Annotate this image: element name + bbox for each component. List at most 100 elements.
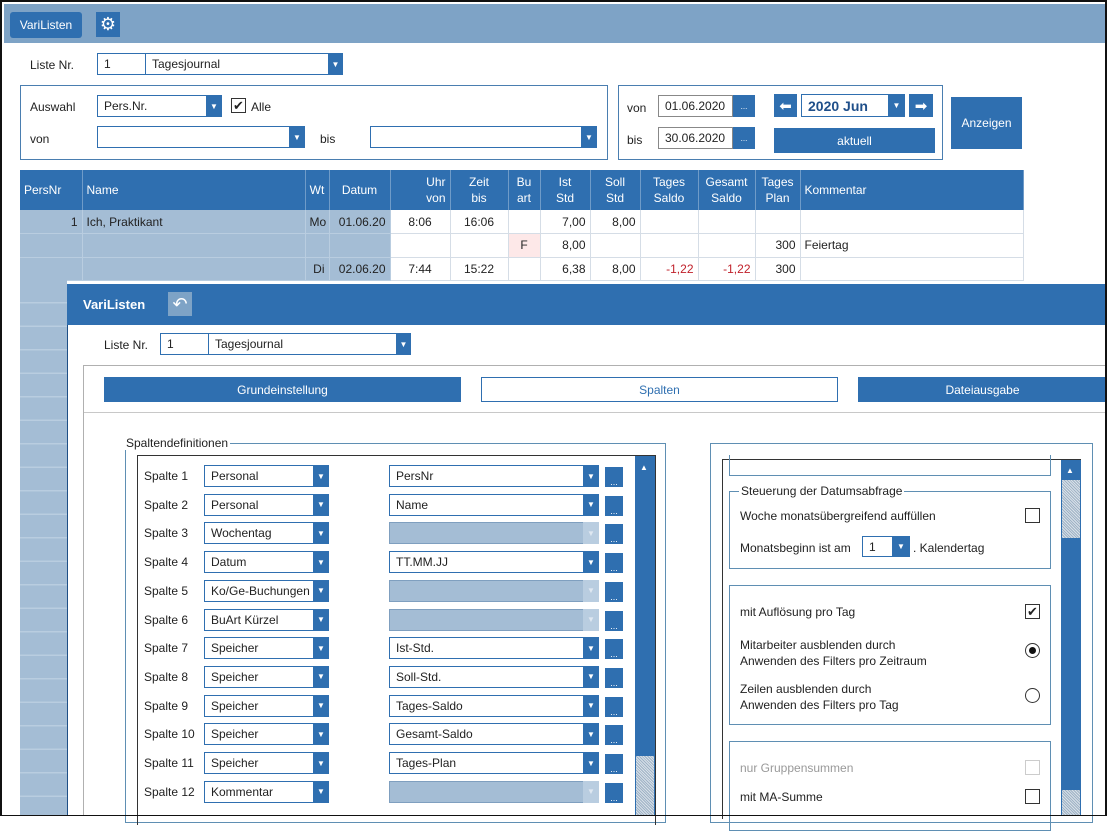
chevron-down-icon[interactable]: ▼ [313,637,329,660]
spalte-typ-select[interactable]: Personal [204,465,314,487]
chevron-down-icon[interactable]: ▼ [583,522,599,545]
arrow-right-icon[interactable]: ➡ [909,94,933,117]
spalte-options-button[interactable]: ... [605,639,623,660]
spalte-typ-select[interactable]: BuArt Kürzel [204,608,314,631]
chevron-down-icon[interactable]: ▼ [313,665,329,688]
column-header[interactable]: Soll Std [590,170,641,210]
arrow-left-icon[interactable]: ⬅ [774,94,797,117]
chevron-down-icon[interactable]: ▼ [583,465,599,487]
chevron-down-icon[interactable]: ▼ [328,53,343,75]
chevron-down-icon[interactable]: ▼ [583,493,599,516]
datum-bis-picker[interactable]: ... [733,127,755,149]
spalte-feld-select[interactable] [389,522,584,545]
spalte-feld-select[interactable]: Name [389,493,584,516]
woche-checkbox[interactable] [1025,508,1040,523]
spalten-scrollbar[interactable] [635,456,655,816]
spalte-typ-select[interactable]: Speicher [204,637,314,660]
scrollbar-thumb[interactable] [1062,480,1080,538]
scrollbar-thumb[interactable] [636,756,654,816]
spalte-options-button[interactable]: ... [605,581,623,602]
month-select[interactable]: 2020 Jun [801,94,889,117]
chevron-down-icon[interactable]: ▼ [289,126,305,148]
dialog-liste-nr-input[interactable]: 1 [160,333,209,355]
scroll-up-icon[interactable]: ▲ [640,463,648,472]
ma-summe-checkbox[interactable] [1025,789,1040,804]
chevron-down-icon[interactable]: ▼ [313,465,329,487]
chevron-down-icon[interactable]: ▼ [313,579,329,602]
monatsbeginn-select[interactable]: 1 [862,536,893,557]
spalte-typ-select[interactable]: Personal [204,493,314,516]
bis-select[interactable] [370,126,582,148]
gruppensummen-checkbox[interactable] [1025,760,1040,775]
chevron-down-icon[interactable]: ▼ [583,780,599,803]
column-header[interactable]: Tages Saldo [640,170,699,210]
chevron-down-icon[interactable]: ▼ [313,608,329,631]
spalte-options-button[interactable]: ... [605,553,623,574]
spalte-typ-select[interactable]: Speicher [204,723,314,746]
tab-grundeinstellung[interactable]: Grundeinstellung [104,377,461,402]
varilisten-button[interactable]: VariListen [10,12,82,38]
spalte-typ-select[interactable]: Ko/Ge-Buchungen [204,579,314,602]
optionen-scrollbar[interactable] [1061,460,1081,816]
column-header[interactable]: Tages Plan [755,170,801,210]
spalte-feld-select[interactable] [389,579,584,602]
zeilen-ausblenden-radio[interactable] [1025,688,1040,703]
aufloesung-checkbox[interactable]: ✔ [1025,604,1040,619]
spalte-options-button[interactable]: ... [605,524,623,545]
spalte-options-button[interactable]: ... [605,782,623,803]
chevron-down-icon[interactable]: ▼ [313,522,329,545]
spalte-feld-select[interactable]: Soll-Std. [389,665,584,688]
spalte-options-button[interactable]: ... [605,467,623,487]
column-header[interactable]: Zeit bis [450,170,509,210]
liste-nr-input[interactable]: 1 [97,53,146,75]
tab-spalten[interactable]: Spalten [481,377,838,402]
chevron-down-icon[interactable]: ▼ [892,536,910,557]
spalte-options-button[interactable]: ... [605,754,623,774]
spalte-feld-select[interactable]: Ist-Std. [389,637,584,660]
chevron-down-icon[interactable]: ▼ [583,694,599,717]
spalte-options-button[interactable]: ... [605,495,623,516]
chevron-down-icon[interactable]: ▼ [313,551,329,574]
chevron-down-icon[interactable]: ▼ [313,723,329,746]
spalte-typ-select[interactable]: Wochentag [204,522,314,545]
chevron-down-icon[interactable]: ▼ [583,637,599,660]
spalte-typ-select[interactable]: Kommentar [204,780,314,803]
chevron-down-icon[interactable]: ▼ [396,333,411,355]
chevron-down-icon[interactable]: ▼ [583,608,599,631]
chevron-down-icon[interactable]: ▼ [583,752,599,774]
chevron-down-icon[interactable]: ▼ [583,551,599,574]
spalte-feld-select[interactable]: TT.MM.JJ [389,551,584,574]
scroll-up-icon[interactable]: ▲ [1066,466,1074,475]
dialog-liste-name-select[interactable]: Tagesjournal [208,333,397,355]
chevron-down-icon[interactable]: ▼ [888,94,905,117]
chevron-down-icon[interactable]: ▼ [583,723,599,746]
spalte-feld-select[interactable]: Gesamt-Saldo [389,723,584,746]
column-header[interactable]: Wt [305,170,330,210]
datum-von-picker[interactable]: ... [733,95,755,117]
liste-name-select[interactable]: Tagesjournal [145,53,329,75]
aktuell-button[interactable]: aktuell [774,128,935,153]
spalte-options-button[interactable]: ... [605,725,623,746]
alle-checkbox[interactable]: ✔ [231,98,246,113]
spalte-options-button[interactable]: ... [605,610,623,631]
spalte-feld-select[interactable]: PersNr [389,465,584,487]
chevron-down-icon[interactable]: ▼ [206,95,222,117]
gear-icon[interactable]: ⚙ [96,12,120,37]
column-header[interactable]: Bu art [508,170,541,210]
chevron-down-icon[interactable]: ▼ [583,579,599,602]
auswahl-select[interactable]: Pers.Nr. [97,95,207,117]
table-row[interactable]: Di 02.06.20 7:44 15:22 6,38 8,00 -1,22 -1,22 300 [20,257,1024,281]
chevron-down-icon[interactable]: ▼ [313,694,329,717]
column-header[interactable]: PersNr [20,170,83,210]
table-row[interactable]: F 8,00 300 Feiertag [20,233,1024,258]
spalte-feld-select[interactable]: Tages-Plan [389,752,584,774]
spalte-options-button[interactable]: ... [605,696,623,717]
chevron-down-icon[interactable]: ▼ [313,780,329,803]
column-header[interactable]: Uhr von [390,170,451,210]
column-header[interactable]: Name [82,170,306,210]
spalte-typ-select[interactable]: Speicher [204,694,314,717]
column-header[interactable]: Datum [329,170,391,210]
chevron-down-icon[interactable]: ▼ [313,752,329,774]
table-row[interactable]: 1 Ich, Praktikant Mo 01.06.20 8:06 16:06 7,00 8… [20,210,1024,234]
spalte-typ-select[interactable]: Speicher [204,665,314,688]
